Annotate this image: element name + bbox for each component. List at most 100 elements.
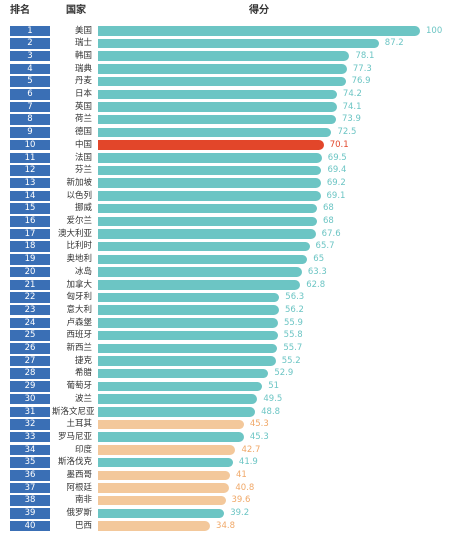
rank-badge: 37 — [10, 482, 50, 494]
score-bar — [98, 280, 301, 290]
country-label: 意大利 — [66, 304, 92, 315]
rank-badge: 19 — [10, 254, 50, 265]
score-bar — [98, 419, 244, 430]
score-bar — [98, 521, 211, 531]
country-label: 爱尔兰 — [66, 216, 92, 226]
table-row: 14 以色列 69.1 — [0, 190, 449, 203]
value-label: 34.8 — [216, 520, 235, 531]
country-header: 国家 — [66, 5, 86, 16]
value-label: 69.2 — [326, 177, 346, 188]
value-label: 65 — [313, 254, 325, 265]
table-row: 11 法国 69.5 — [0, 152, 449, 165]
score-bar — [98, 241, 310, 252]
rank-badge: 31 — [10, 406, 50, 417]
rank-badge: 15 — [10, 203, 50, 214]
value-label: 40.8 — [235, 482, 255, 493]
value-label: 68 — [322, 203, 334, 214]
value-label: 42.7 — [241, 444, 261, 455]
score-bar — [98, 216, 317, 226]
score-bar — [98, 229, 316, 239]
value-label: 55.8 — [283, 330, 303, 341]
country-label: 丹麦 — [74, 76, 92, 87]
value-label: 67.6 — [321, 228, 341, 239]
country-label: 以色列 — [66, 190, 92, 201]
score-bar — [98, 89, 337, 99]
table-row: 20 冰岛 63.3 — [0, 266, 449, 279]
score-bar — [98, 140, 324, 150]
score-bar — [98, 178, 321, 188]
value-label: 74.1 — [342, 101, 362, 112]
score-bar — [98, 407, 256, 417]
country-label: 希腊 — [74, 368, 92, 379]
table-row: 5 丹麦 76.9 — [0, 75, 449, 88]
value-label: 72.5 — [337, 127, 357, 138]
value-label: 70.1 — [329, 139, 349, 150]
score-bar — [98, 102, 337, 112]
value-label: 69.4 — [327, 165, 347, 176]
value-label: 78.1 — [355, 50, 375, 61]
country-label: 阿根廷 — [66, 482, 92, 493]
score-bar — [98, 445, 236, 455]
value-label: 68 — [322, 216, 334, 226]
rank-badge: 35 — [10, 457, 50, 468]
table-row: 23 意大利 56.2 — [0, 304, 449, 317]
table-row: 15 挪威 68 — [0, 202, 449, 215]
table-row: 36 墨西哥 41 — [0, 469, 449, 482]
rank-badge: 1 — [10, 25, 50, 36]
rank-badge: 4 — [10, 63, 50, 75]
table-row: 34 印度 42.7 — [0, 444, 449, 457]
score-bar — [98, 114, 336, 125]
table-row: 1 美国 100 — [0, 25, 449, 38]
table-row: 40 巴西 34.8 — [0, 520, 449, 533]
value-label: 62.8 — [306, 279, 326, 290]
table-row: 13 新加坡 69.2 — [0, 177, 449, 190]
value-label: 56.2 — [284, 304, 304, 315]
value-label: 41 — [236, 470, 247, 480]
score-bar — [98, 368, 269, 379]
rank-badge: 11 — [10, 152, 50, 163]
value-label: 39.2 — [230, 508, 250, 519]
rank-badge: 18 — [10, 241, 50, 252]
country-label: 俄罗斯 — [66, 508, 92, 519]
rank-badge: 26 — [10, 343, 50, 354]
value-label: 65.7 — [315, 241, 335, 252]
value-label: 100 — [426, 25, 443, 36]
table-row: 18 比利时 65.7 — [0, 240, 449, 253]
score-bar — [98, 508, 225, 519]
rank-badge: 16 — [10, 216, 50, 227]
value-label: 48.8 — [261, 406, 281, 417]
rank-badge: 10 — [10, 139, 50, 151]
country-label: 德国 — [74, 127, 92, 138]
rank-badge: 5 — [10, 76, 50, 87]
rank-badge: 22 — [10, 292, 50, 303]
country-label: 罗马尼亚 — [57, 431, 92, 442]
rank-badge: 27 — [10, 355, 50, 367]
rank-badge: 13 — [10, 177, 50, 189]
value-label: 55.7 — [283, 343, 303, 353]
score-bar — [98, 64, 347, 74]
value-label: 73.9 — [341, 114, 361, 125]
value-label: 87.2 — [384, 38, 404, 49]
table-row: 7 英国 74.1 — [0, 101, 449, 114]
score-bar — [98, 305, 279, 315]
value-label: 55.2 — [281, 355, 301, 366]
score-bar — [98, 38, 379, 49]
country-label: 中国 — [74, 139, 92, 150]
rank-badge: 30 — [10, 393, 50, 405]
table-row: 25 西班牙 55.8 — [0, 329, 449, 342]
country-label: 瑞典 — [74, 63, 92, 74]
table-row: 33 罗马尼亚 45.3 — [0, 431, 449, 444]
country-label: 日本 — [74, 89, 92, 99]
value-label: 56.3 — [285, 292, 305, 303]
score-bar — [98, 292, 280, 303]
rank-badge: 29 — [10, 381, 50, 392]
rank-badge: 21 — [10, 279, 50, 290]
rank-badge: 25 — [10, 330, 50, 341]
score-bar — [98, 127, 332, 138]
country-label: 印度 — [74, 444, 92, 455]
score-header: 得分 — [249, 5, 269, 16]
value-label: 45.3 — [249, 431, 269, 442]
rank-badge: 39 — [10, 508, 50, 519]
country-label: 法国 — [74, 152, 92, 163]
country-label: 葡萄牙 — [66, 381, 92, 392]
